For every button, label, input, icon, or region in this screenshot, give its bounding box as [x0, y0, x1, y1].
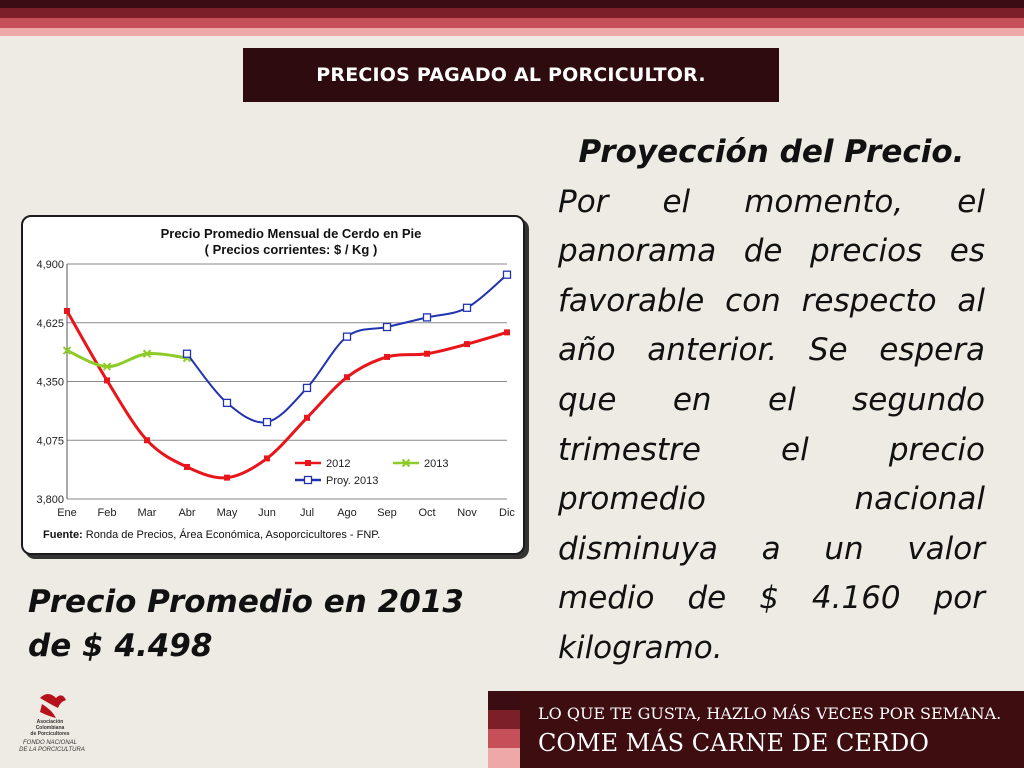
x-tick-label: May — [217, 507, 238, 519]
logo-line4: FONDO NACIONAL — [23, 740, 77, 746]
series-proy-2013-point — [502, 270, 512, 279]
series-proy-2013-point — [182, 349, 192, 358]
series-proy-2013-point — [342, 332, 352, 341]
slide-title-text: PRECIOS PAGADO AL PORCICULTOR. — [316, 64, 706, 86]
top-stripe-2 — [0, 8, 1024, 18]
x-tick-label: Oct — [418, 507, 435, 519]
y-tick-label: 4,350 — [36, 377, 64, 389]
series-2012-point — [304, 414, 310, 421]
series-2012-point — [144, 437, 150, 444]
series-proy-2013-point — [382, 322, 392, 332]
top-stripe-3 — [0, 18, 1024, 28]
projection-heading: Proyección del Precio. — [578, 134, 965, 170]
banner-stripe-2 — [488, 710, 520, 729]
legend-2012-label: 2012 — [326, 458, 350, 470]
series-2013-point — [142, 349, 152, 358]
x-tick-label: Feb — [98, 507, 117, 519]
x-tick-label: Nov — [457, 507, 477, 519]
series-2012-point — [464, 341, 470, 348]
legend-2013-point — [401, 458, 411, 468]
projection-text-block: Proyección del Precio. Por el momento, e… — [558, 128, 985, 674]
x-tick-label: Ago — [337, 507, 357, 519]
series-2012-line — [65, 310, 508, 480]
legend-proy-2013-point — [303, 475, 313, 485]
legend-proy-2013-label: Proy. 2013 — [326, 475, 378, 487]
top-stripe-4 — [0, 28, 1024, 36]
y-tick-label: 3,800 — [36, 494, 64, 506]
series-2012-point — [504, 329, 510, 336]
banner-slogan-line2: COME MÁS CARNE DE CERDO — [538, 729, 929, 757]
x-tick-label: Jun — [258, 507, 276, 519]
average-price-line2: de $ 4.498 — [28, 628, 213, 664]
chart-subtitle: ( Precios corrientes: $ / Kg ) — [205, 242, 378, 257]
banner-slogan-line1: LO QUE TE GUSTA, HAZLO MÁS VECES POR SEM… — [538, 704, 1002, 723]
series-2012-point — [224, 474, 230, 481]
series-2012-point — [104, 377, 110, 384]
x-tick-label: Abr — [178, 507, 195, 519]
series-2012-point — [344, 374, 350, 381]
series-proy-2013-point — [422, 313, 432, 322]
fnp-logo: Asociación Colombiana de Porcicultores F… — [18, 688, 94, 760]
series-2013-point — [62, 346, 72, 355]
series-2012-point — [264, 455, 270, 462]
average-price-line1: Precio Promedio en 2013 — [28, 584, 464, 620]
series-2012-point — [184, 463, 190, 470]
chart-source-text: Ronda de Precios, Área Económica, Asopor… — [83, 528, 381, 541]
series-proy-2013-line — [186, 273, 508, 424]
x-tick-label: Sep — [377, 507, 397, 519]
price-chart-frame: Precio Promedio Mensual de Cerdo en Pie(… — [21, 215, 525, 555]
logo-line1: Asociación — [37, 719, 64, 725]
legend-2013-label: 2013 — [424, 458, 448, 470]
banner-stripe-1 — [488, 691, 520, 710]
average-price-text: Precio Promedio en 2013 de $ 4.498 — [28, 580, 478, 668]
y-tick-label: 4,900 — [36, 259, 64, 271]
chart-source-note: Fuente: Ronda de Precios, Área Económica… — [43, 528, 380, 541]
chart-title: Precio Promedio Mensual de Cerdo en Pie — [161, 226, 422, 241]
logo-line3: de Porcicultores — [30, 731, 69, 737]
x-tick-label: Mar — [138, 507, 157, 519]
chart-source-label: Fuente: — [43, 529, 83, 541]
series-proy-2013-point — [462, 303, 472, 312]
banner-stripe-4 — [488, 748, 520, 768]
y-tick-label: 4,625 — [36, 318, 64, 330]
top-stripe-1 — [0, 0, 1024, 8]
y-tick-label: 4,075 — [36, 435, 64, 447]
legend-2012-point — [305, 460, 311, 466]
projection-paragraph: Por el momento, el panorama de precios e… — [558, 183, 985, 666]
banner-stripe-3 — [488, 729, 520, 748]
slide-title: PRECIOS PAGADO AL PORCICULTOR. — [243, 48, 779, 102]
pig-logo-icon: Asociación Colombiana de Porcicultores F… — [19, 694, 85, 753]
series-proy-2013-point — [222, 398, 232, 408]
x-tick-label: Dic — [499, 507, 515, 519]
series-2013-point — [102, 362, 112, 371]
logo-line2: Colombiana — [36, 725, 65, 731]
bottom-banner: LO QUE TE GUSTA, HAZLO MÁS VECES POR SEM… — [488, 691, 1024, 768]
series-2012-point — [64, 308, 70, 314]
x-tick-label: Ene — [57, 507, 77, 519]
x-tick-label: Jul — [300, 507, 314, 519]
series-proy-2013-point — [302, 383, 312, 393]
series-2013-line — [66, 349, 188, 369]
series-proy-2013-point — [262, 417, 272, 427]
price-line-chart: Precio Promedio Mensual de Cerdo en Pie(… — [36, 226, 515, 541]
series-2012-point — [384, 353, 390, 360]
logo-line5: DE LA PORCICULTURA — [19, 747, 85, 753]
series-2012-point — [424, 350, 430, 357]
